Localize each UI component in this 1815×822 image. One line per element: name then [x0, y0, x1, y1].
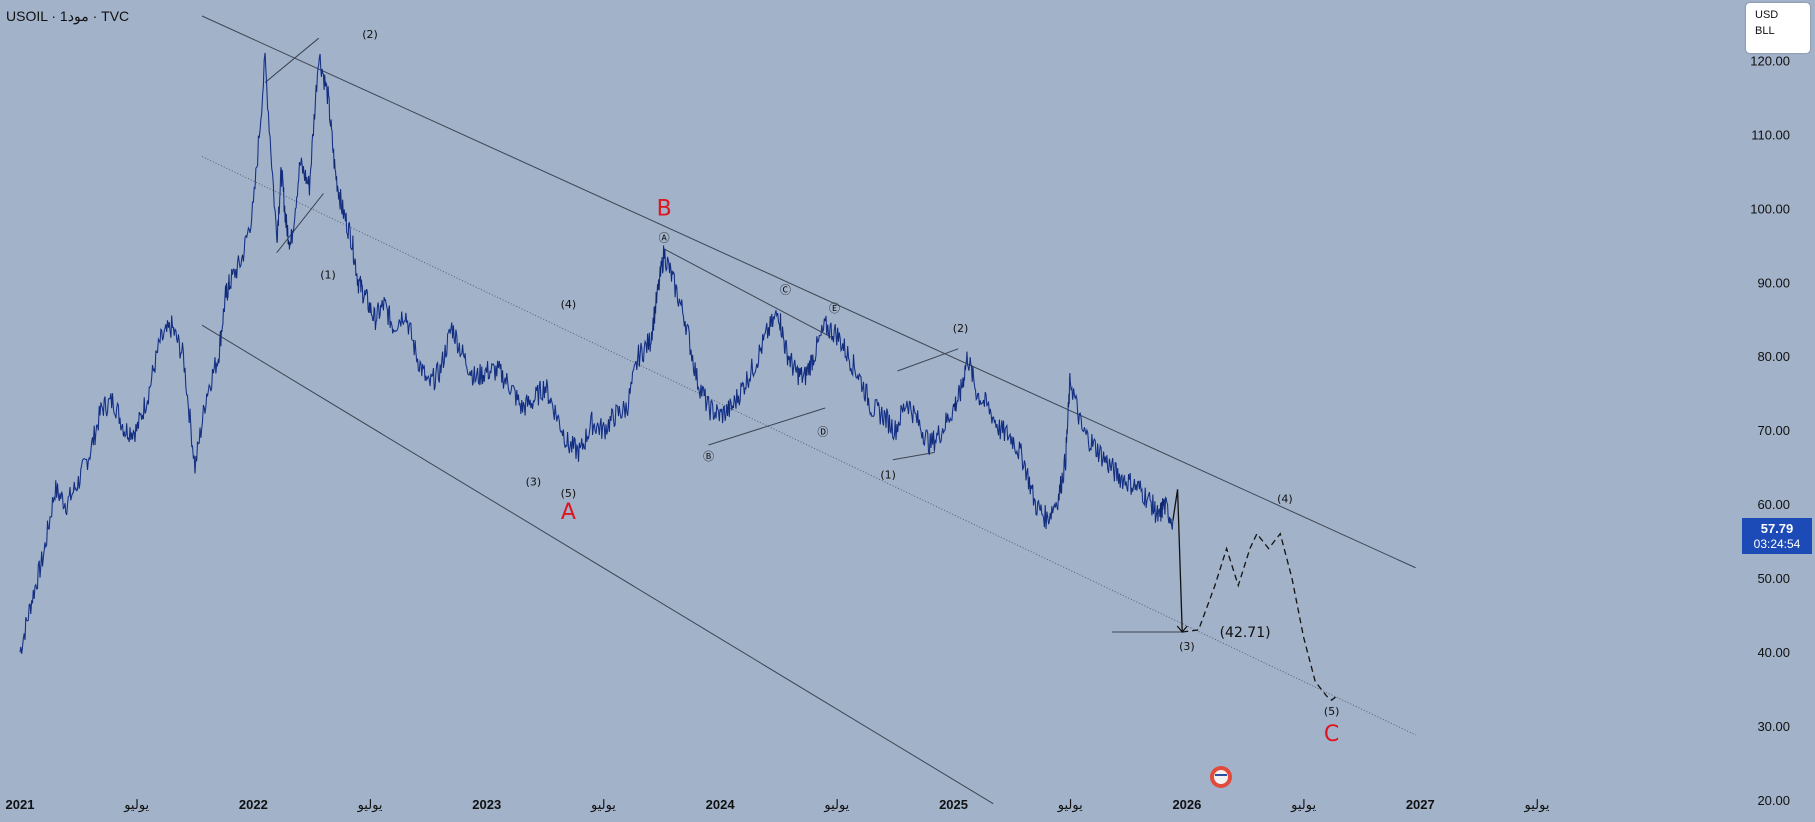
x-tick-label: يوليو	[1524, 797, 1550, 813]
trend-line-4[interactable]	[276, 193, 324, 253]
wave-label-11: Ⓔ	[829, 302, 840, 315]
wave-label-6: B	[657, 197, 672, 222]
x-tick-label: 2023	[472, 797, 501, 812]
projection-path: (42.71)	[1172, 489, 1337, 701]
last-price-tag: 57.79 03:24:54	[1742, 518, 1812, 554]
projection-wave-3	[1172, 489, 1183, 633]
x-tick-label: يوليو	[590, 797, 616, 813]
wave-label-0: (2)	[362, 28, 378, 41]
wave-label-8: Ⓑ	[703, 450, 714, 463]
symbol-title[interactable]: USOIL · 1مود · TVC	[6, 8, 130, 24]
flag-icon[interactable]	[1210, 766, 1232, 788]
currency-usd[interactable]: USD	[1755, 9, 1779, 21]
y-tick-label: 20.00	[1757, 793, 1790, 808]
x-tick-label: 2027	[1406, 797, 1435, 812]
bar-countdown: 03:24:54	[1753, 537, 1801, 551]
wave-label-13: (2)	[953, 322, 969, 335]
wave-label-12: (1)	[880, 468, 896, 481]
x-tick-label: يوليو	[1290, 797, 1316, 813]
arrow-head-icon	[1176, 625, 1188, 633]
y-axis[interactable]: 120.00 110.00 100.00 90.00 80.00 70.00 60.00 50…	[1750, 53, 1790, 808]
y-tick-label: 60.00	[1757, 497, 1790, 512]
trend-line-8[interactable]	[897, 348, 959, 372]
y-tick-label: 40.00	[1757, 645, 1790, 660]
y-tick-label: 30.00	[1757, 719, 1790, 734]
wave-label-15: (4)	[1277, 493, 1293, 506]
currency-bll[interactable]: BLL	[1755, 25, 1775, 37]
trend-line-0[interactable]	[201, 15, 1416, 569]
wave-label-14: (3)	[1179, 640, 1195, 653]
wave-label-1: (1)	[320, 269, 336, 282]
wave-label-3: (3)	[526, 476, 542, 489]
trend-line-3[interactable]	[264, 37, 320, 83]
y-tick-label: 70.00	[1757, 423, 1790, 438]
x-axis[interactable]: 2021 يوليو 2022 يوليو 2023 يوليو 2024 يوليو 2025…	[6, 797, 1550, 813]
y-tick-label: 80.00	[1757, 349, 1790, 364]
x-tick-label: يوليو	[123, 797, 149, 813]
y-tick-label: 120.00	[1750, 53, 1790, 68]
price-line-shadow	[19, 52, 1174, 654]
wave-label-16: (5)	[1324, 705, 1340, 718]
trend-line-2[interactable]	[201, 156, 1416, 736]
trend-line-7[interactable]	[892, 451, 935, 461]
x-tick-label: 2022	[239, 797, 268, 812]
wave-label-2: (4)	[561, 298, 577, 311]
wave-label-10: Ⓓ	[817, 425, 828, 438]
x-tick-label: 2025	[939, 797, 968, 812]
trend-line-6[interactable]	[708, 407, 826, 446]
y-tick-label: 110.00	[1751, 127, 1790, 142]
y-tick-label: 100.00	[1750, 201, 1790, 216]
x-tick-label: 2021	[6, 797, 35, 812]
x-tick-label: يوليو	[357, 797, 383, 813]
wave-label-7: Ⓐ	[659, 232, 670, 245]
price-series	[19, 52, 1174, 654]
trend-line-1[interactable]	[201, 324, 994, 805]
currency-box[interactable]: USD BLL	[1746, 3, 1810, 53]
x-tick-label: يوليو	[1057, 797, 1083, 813]
x-tick-label: 2024	[706, 797, 736, 812]
target-price-label: (42.71)	[1220, 625, 1271, 641]
wave-label-4: (5)	[561, 487, 577, 500]
wave-label-9: Ⓒ	[780, 283, 791, 296]
projection-waves-4-5	[1182, 532, 1337, 701]
wave-label-17: C	[1324, 722, 1339, 747]
x-tick-label: يوليو	[823, 797, 849, 813]
last-price: 57.79	[1760, 521, 1794, 536]
trend-line-5[interactable]	[663, 248, 833, 339]
trend-lines	[201, 15, 1416, 805]
y-tick-label: 50.00	[1757, 571, 1790, 586]
wave-label-5: A	[561, 500, 576, 525]
y-tick-label: 90.00	[1757, 275, 1790, 290]
x-tick-label: 2026	[1172, 797, 1201, 812]
